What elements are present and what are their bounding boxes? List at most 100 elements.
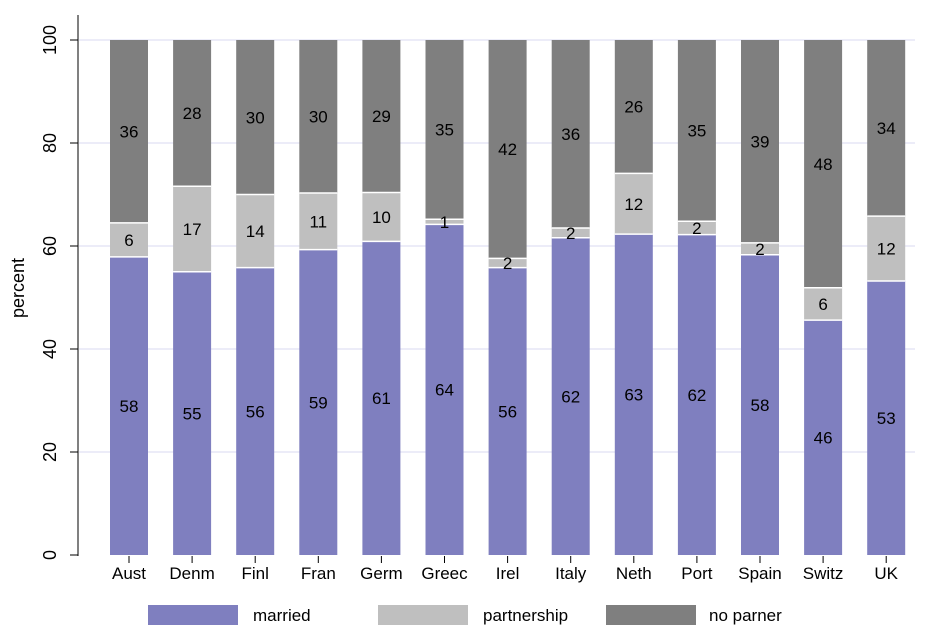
- label-partnership-Irel: 2: [503, 254, 512, 273]
- x-tick-label-Spain: Spain: [738, 564, 781, 583]
- bar-partnership-UK: [867, 216, 906, 282]
- x-tick-label-Switz: Switz: [803, 564, 844, 583]
- bar-partnership-Neth: [614, 173, 653, 235]
- bar-married-Port: [677, 234, 716, 556]
- label-partnership-Neth: 12: [624, 195, 643, 214]
- bar-no-parner-Port: [677, 40, 716, 222]
- label-married-Spain: 58: [751, 396, 770, 415]
- label-no-parner-Spain: 39: [751, 132, 770, 151]
- label-partnership-Greec: 1: [440, 213, 449, 232]
- x-tick-label-Aust: Aust: [112, 564, 146, 583]
- bar-partnership-Irel: [488, 258, 527, 268]
- x-tick-label-Port: Port: [681, 564, 712, 583]
- label-no-parner-Port: 35: [687, 122, 706, 141]
- label-married-Denm: 55: [183, 404, 202, 423]
- bar-married-Switz: [804, 320, 843, 555]
- x-tick-label-Greec: Greec: [421, 564, 468, 583]
- legend: married partnership no parner: [148, 605, 782, 625]
- legend-swatch-no-parner: [606, 605, 696, 625]
- bar-married-Finl: [236, 267, 275, 555]
- label-partnership-Germ: 10: [372, 208, 391, 227]
- label-partnership-Spain: 2: [755, 240, 764, 259]
- bar-partnership-Finl: [236, 194, 275, 268]
- legend-swatch-married: [148, 605, 238, 625]
- label-no-parner-Aust: 36: [120, 122, 139, 141]
- bar-married-Denm: [173, 271, 212, 555]
- bar-married-Aust: [110, 256, 148, 555]
- bar-partnership-Germ: [362, 192, 401, 242]
- label-married-Italy: 62: [561, 387, 580, 406]
- y-axis-title: percent: [8, 258, 28, 318]
- bar-no-parner-Irel: [488, 40, 527, 259]
- bar-married-Irel: [488, 267, 527, 555]
- label-married-Port: 62: [687, 386, 706, 405]
- bar-partnership-Italy: [551, 227, 590, 238]
- label-no-parner-Switz: 48: [814, 155, 833, 174]
- label-partnership-Aust: 6: [124, 231, 133, 250]
- bar-married-Spain: [741, 254, 779, 555]
- bar-no-parner-Greec: [425, 40, 464, 220]
- x-tick-label-Neth: Neth: [616, 564, 652, 583]
- bar-partnership-Denm: [173, 186, 212, 272]
- label-no-parner-UK: 34: [877, 119, 896, 138]
- bar-partnership-Spain: [741, 242, 779, 255]
- label-married-Switz: 46: [814, 429, 833, 448]
- bar-no-parner-Italy: [551, 40, 590, 228]
- label-married-Neth: 63: [624, 386, 643, 405]
- label-partnership-Fran: 11: [309, 212, 327, 231]
- bar-partnership-Switz: [804, 287, 843, 321]
- x-tick-label-Fran: Fran: [301, 564, 336, 583]
- x-tick-label-Germ: Germ: [360, 564, 403, 583]
- bar-no-parner-Germ: [362, 40, 401, 193]
- data-labels: 5863655172856143059113061102964135562426…: [120, 98, 896, 448]
- y-tick-label-20: 20: [40, 442, 60, 462]
- label-partnership-Italy: 2: [566, 224, 575, 243]
- bar-partnership-Port: [677, 221, 716, 235]
- bar-no-parner-Fran: [299, 40, 338, 193]
- x-tick-label-Finl: Finl: [241, 564, 268, 583]
- y-tick-label-80: 80: [40, 133, 60, 153]
- x-tick-label-UK: UK: [874, 564, 898, 583]
- legend-swatch-partnership: [378, 605, 468, 625]
- bars: [110, 40, 906, 556]
- label-married-Germ: 61: [372, 389, 391, 408]
- y-tick-label-40: 40: [40, 339, 60, 359]
- bar-partnership-Greec: [425, 219, 464, 225]
- bar-no-parner-Finl: [236, 40, 275, 195]
- label-no-parner-Neth: 26: [624, 98, 643, 117]
- label-married-Irel: 56: [498, 402, 517, 421]
- bar-married-Germ: [362, 241, 401, 556]
- label-married-Fran: 59: [309, 393, 328, 412]
- bar-married-Greec: [425, 224, 464, 555]
- label-no-parner-Greec: 35: [435, 121, 454, 140]
- bar-married-Italy: [551, 237, 590, 555]
- label-no-parner-Finl: 30: [246, 108, 265, 127]
- bar-married-Fran: [299, 249, 338, 556]
- legend-label-no-parner: no parner: [709, 606, 782, 625]
- axes: percent 0 20 40 60 80 100 Aust Denm Finl Fran Germ…: [8, 15, 899, 583]
- legend-label-married: married: [253, 606, 311, 625]
- bar-no-parner-Spain: [741, 40, 779, 243]
- bar-no-parner-Switz: [804, 40, 843, 288]
- bar-no-parner-Neth: [614, 40, 653, 174]
- x-tick-label-Denm: Denm: [169, 564, 214, 583]
- label-no-parner-Irel: 42: [498, 140, 517, 159]
- bar-partnership-Aust: [110, 222, 148, 257]
- bar-married-UK: [867, 281, 906, 555]
- label-no-parner-Germ: 29: [372, 107, 391, 126]
- legend-label-partnership: partnership: [483, 606, 568, 625]
- x-tick-label-Irel: Irel: [496, 564, 520, 583]
- y-tick-label-0: 0: [40, 550, 60, 560]
- label-partnership-Denm: 17: [183, 220, 202, 239]
- label-married-UK: 53: [877, 409, 896, 428]
- label-no-parner-Italy: 36: [561, 125, 580, 144]
- y-tick-label-60: 60: [40, 236, 60, 256]
- label-partnership-UK: 12: [877, 240, 896, 259]
- label-married-Aust: 58: [120, 397, 139, 416]
- bar-no-parner-UK: [867, 40, 906, 217]
- bar-married-Neth: [614, 234, 653, 555]
- label-married-Greec: 64: [435, 381, 454, 400]
- label-no-parner-Fran: 30: [309, 107, 328, 126]
